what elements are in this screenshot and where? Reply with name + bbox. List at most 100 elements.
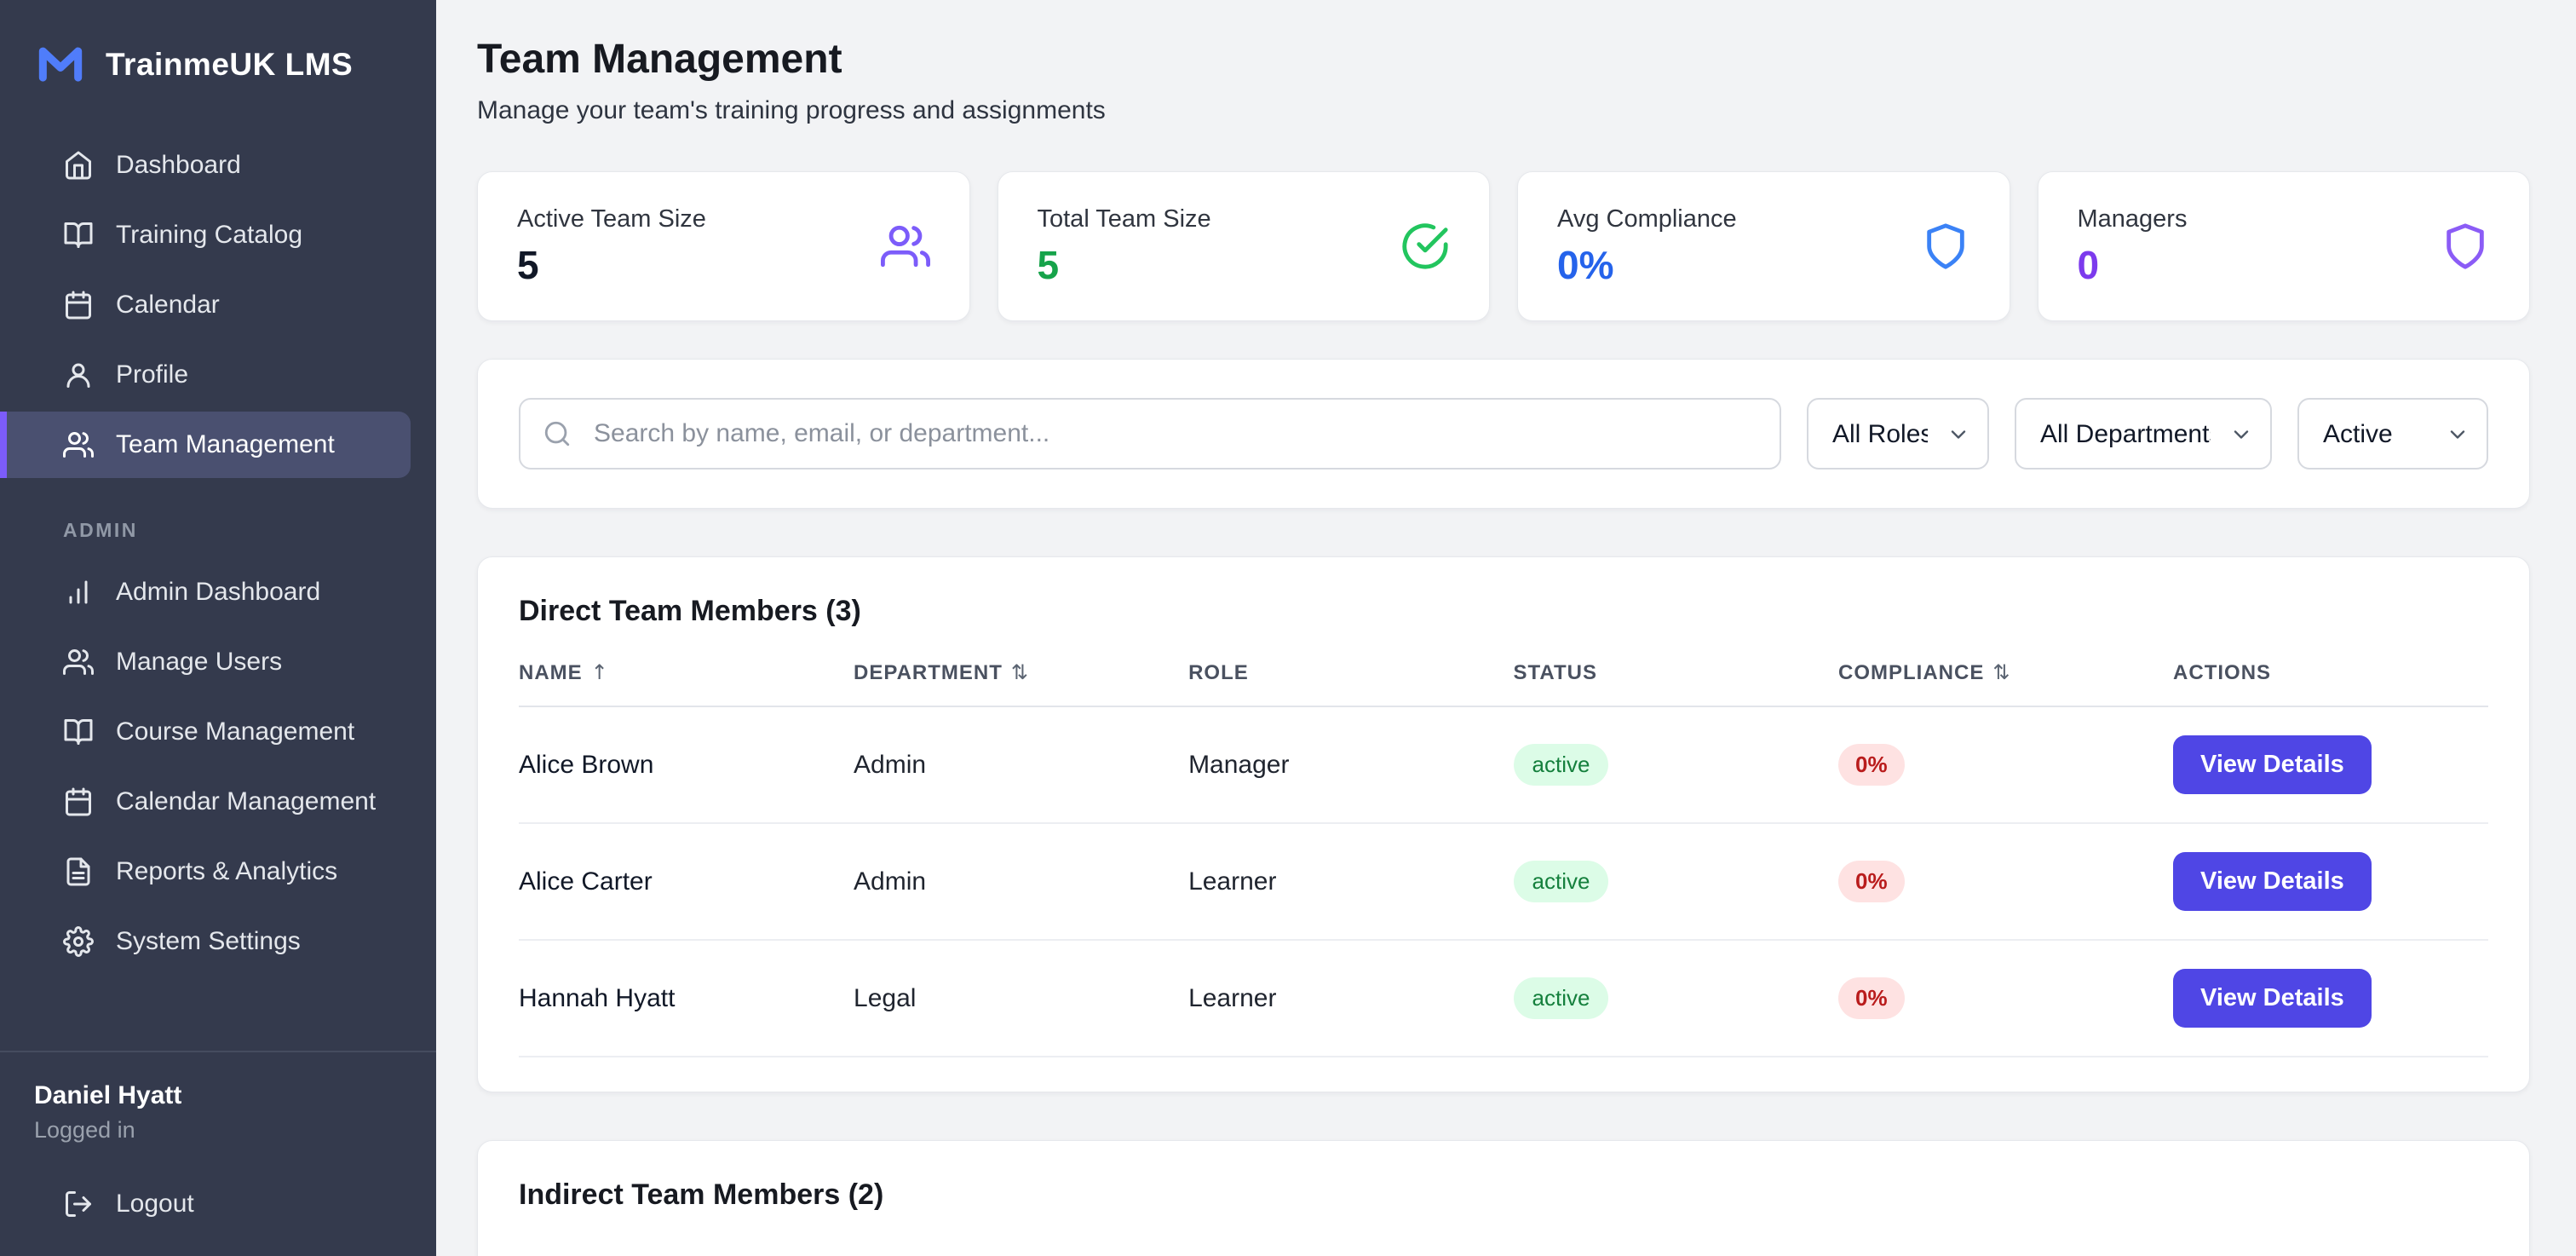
role-filter-select[interactable]: All Roles xyxy=(1807,398,1989,470)
admin-section-label: ADMIN xyxy=(63,519,138,541)
view-details-button[interactable]: View Details xyxy=(2173,852,2372,911)
stat-label: Active Team Size xyxy=(517,205,706,233)
gear-icon xyxy=(63,926,94,957)
column-label: NAME xyxy=(519,661,583,684)
column-header-status: STATUS xyxy=(1513,660,1838,707)
stat-value: 0 xyxy=(2077,242,2100,287)
sidebar-item-label: Admin Dashboard xyxy=(116,578,321,606)
direct-team-table: NAME ↑ DEPARTMENT ⇅ ROLE STATUS COMPLIANCE… xyxy=(519,660,2488,1057)
logout-label: Logout xyxy=(116,1190,194,1218)
sidebar-item-label: Training Catalog xyxy=(116,221,303,249)
calendar-icon xyxy=(63,786,94,817)
main-content: Team Management Manage your team's train… xyxy=(436,0,2576,1256)
member-department: Admin xyxy=(854,706,1189,824)
member-name: Alice Carter xyxy=(519,823,854,941)
sidebar-item-label: Team Management xyxy=(116,430,335,458)
page-title: Team Management xyxy=(477,37,842,82)
column-label: STATUS xyxy=(1513,660,1597,684)
stat-value: 0% xyxy=(1557,242,1614,287)
column-label: ACTIONS xyxy=(2173,660,2272,684)
column-header-department[interactable]: DEPARTMENT ⇅ xyxy=(854,660,1189,707)
check-circle-icon xyxy=(1400,222,1450,271)
user-status: Logged in xyxy=(34,1117,135,1143)
logged-in-user: Daniel Hyatt Logged in xyxy=(0,1051,436,1144)
brand: TrainmeUK LMS xyxy=(0,0,436,93)
sidebar-item-admin-dashboard[interactable]: Admin Dashboard xyxy=(0,559,411,625)
compliance-badge: 0% xyxy=(1838,861,1905,902)
book-icon xyxy=(63,717,94,747)
table-row: Hannah Hyatt Legal Learner active 0% Vie… xyxy=(519,940,2488,1057)
table-row: Alice Carter Admin Learner active 0% Vie… xyxy=(519,823,2488,941)
column-label: COMPLIANCE xyxy=(1838,661,1985,684)
sidebar-item-calendar[interactable]: Calendar xyxy=(0,272,411,338)
book-icon xyxy=(63,220,94,251)
sidebar-item-manage-users[interactable]: Manage Users xyxy=(0,629,411,695)
brand-logo-icon xyxy=(34,36,87,93)
sidebar: TrainmeUK LMS Dashboard Training Catalog… xyxy=(0,0,436,1256)
line-manager-heading: Line Manager: Hannah Hyatt xyxy=(519,1253,2488,1256)
compliance-badge: 0% xyxy=(1838,744,1905,786)
sidebar-item-system-settings[interactable]: System Settings xyxy=(0,908,411,975)
indirect-team-panel: Indirect Team Members (2) Line Manager: … xyxy=(477,1140,2530,1256)
direct-team-panel: Direct Team Members (3) NAME ↑ DEPARTMENT… xyxy=(477,556,2530,1092)
view-details-button[interactable]: View Details xyxy=(2173,735,2372,794)
stat-label: Avg Compliance xyxy=(1557,205,1737,233)
sidebar-item-course-management[interactable]: Course Management xyxy=(0,699,411,765)
logout-icon xyxy=(63,1189,94,1219)
bar-chart-icon xyxy=(63,577,94,608)
compliance-badge: 0% xyxy=(1838,977,1905,1019)
stat-card-managers: Managers 0 xyxy=(2037,171,2530,321)
users-icon xyxy=(880,222,930,271)
table-row: Alice Brown Admin Manager active 0% View… xyxy=(519,706,2488,824)
sidebar-item-profile[interactable]: Profile xyxy=(0,342,411,408)
view-details-button[interactable]: View Details xyxy=(2173,969,2372,1028)
member-name: Hannah Hyatt xyxy=(519,940,854,1057)
column-header-name[interactable]: NAME ↑ xyxy=(519,660,854,707)
sidebar-item-label: Reports & Analytics xyxy=(116,857,338,885)
sort-both-icon: ⇅ xyxy=(1010,660,1030,684)
column-label: DEPARTMENT xyxy=(854,661,1003,684)
member-role: Manager xyxy=(1188,706,1514,824)
filter-bar: All Roles All Departments Active xyxy=(477,359,2530,509)
sidebar-item-label: Profile xyxy=(116,360,189,389)
sidebar-item-label: Course Management xyxy=(116,717,355,746)
sidebar-item-dashboard[interactable]: Dashboard xyxy=(0,132,411,199)
sidebar-item-training-catalog[interactable]: Training Catalog xyxy=(0,202,411,268)
sort-both-icon: ⇅ xyxy=(1992,660,2011,684)
member-role: Learner xyxy=(1188,823,1514,941)
department-filter-select[interactable]: All Departments xyxy=(2015,398,2272,470)
stat-card-avg-compliance: Avg Compliance 0% xyxy=(1517,171,2010,321)
logout-button[interactable]: Logout xyxy=(0,1171,436,1237)
stat-value: 5 xyxy=(517,242,539,287)
sidebar-item-calendar-management[interactable]: Calendar Management xyxy=(0,769,411,835)
search-icon xyxy=(543,419,572,448)
sidebar-item-label: Dashboard xyxy=(116,151,241,179)
direct-team-title: Direct Team Members (3) xyxy=(519,595,861,627)
user-icon xyxy=(63,360,94,390)
stat-label: Managers xyxy=(2077,205,2188,233)
member-role: Learner xyxy=(1188,940,1514,1057)
stat-card-total-team-size: Total Team Size 5 xyxy=(997,171,1490,321)
role-filter-wrap: All Roles xyxy=(1807,398,1989,470)
status-badge: active xyxy=(1513,744,1609,786)
stat-value: 5 xyxy=(1037,242,1060,287)
column-header-role: ROLE xyxy=(1188,660,1514,707)
column-header-compliance[interactable]: COMPLIANCE ⇅ xyxy=(1838,660,2174,707)
sidebar-item-reports-analytics[interactable]: Reports & Analytics xyxy=(0,838,411,905)
page-subtitle: Manage your team's training progress and… xyxy=(477,96,1106,124)
sidebar-item-label: System Settings xyxy=(116,927,301,955)
stat-card-active-team-size: Active Team Size 5 xyxy=(477,171,970,321)
indirect-team-title: Indirect Team Members (2) xyxy=(519,1178,884,1211)
main-nav: Dashboard Training Catalog Calendar Prof… xyxy=(0,130,436,977)
report-icon xyxy=(63,856,94,887)
users-icon xyxy=(63,647,94,677)
sidebar-item-team-management[interactable]: Team Management xyxy=(0,412,411,478)
shield-icon xyxy=(1921,222,1970,271)
column-label: ROLE xyxy=(1188,660,1249,684)
status-filter-select[interactable]: Active xyxy=(2297,398,2488,470)
stat-label: Total Team Size xyxy=(1037,205,1211,233)
brand-name: TrainmeUK LMS xyxy=(106,46,354,82)
search-input[interactable] xyxy=(519,398,1781,470)
users-icon xyxy=(63,429,94,460)
status-badge: active xyxy=(1513,861,1609,902)
